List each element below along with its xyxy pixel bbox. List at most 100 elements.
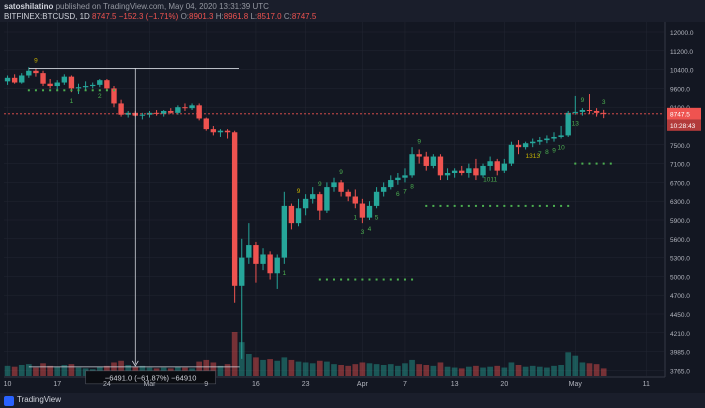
volume-bar	[451, 367, 458, 376]
td-support-dot	[354, 278, 357, 281]
candle-body	[104, 80, 110, 89]
volume-bar	[47, 365, 53, 376]
candle-body	[366, 205, 373, 218]
candle-body	[395, 177, 401, 181]
candle-body	[246, 245, 252, 258]
candle-body	[267, 254, 273, 274]
price-tag: 8747.5	[670, 111, 690, 118]
td-support-dot	[467, 204, 470, 207]
price-tag-box	[667, 107, 701, 120]
candle-body	[423, 156, 429, 166]
y-tick-label: 10400.0	[670, 68, 694, 75]
candle-body	[466, 168, 472, 173]
volume-bar	[224, 364, 231, 376]
candle-body	[196, 105, 202, 119]
candle-body	[558, 135, 564, 137]
td-support-dot	[347, 278, 350, 281]
volume-bar	[267, 359, 273, 376]
candle-body	[231, 132, 238, 286]
candle-body	[210, 129, 217, 133]
td-support-dot	[105, 89, 108, 92]
candle-body	[430, 156, 437, 166]
candle-body	[19, 75, 25, 83]
td-support-dot	[340, 278, 343, 281]
candle-body	[281, 205, 288, 258]
volume-bar	[281, 357, 288, 376]
volume-bar	[572, 355, 579, 376]
candle-body	[494, 161, 500, 171]
candle-body	[203, 118, 209, 130]
candle-body	[416, 154, 422, 157]
x-tick-label: May	[569, 381, 583, 388]
td-support-dot	[77, 89, 80, 92]
volume-bar	[238, 342, 245, 376]
volume-bar	[54, 366, 61, 376]
close-label: C:	[283, 12, 292, 21]
td-support-dot	[368, 278, 371, 281]
candle-body	[565, 112, 571, 136]
td-support-dot	[588, 162, 591, 165]
td-support-dot	[98, 89, 101, 92]
candle-body	[33, 70, 39, 74]
td-sequential-label: 3	[361, 229, 365, 236]
td-sequential-label: 9	[581, 97, 585, 104]
tradingview-logo-icon[interactable]	[4, 396, 14, 406]
volume-bar	[118, 360, 124, 376]
volume-bar	[40, 363, 46, 376]
candle-body	[139, 114, 146, 116]
publish-line: satoshilatino published on TradingView.c…	[4, 2, 269, 11]
td-support-dot	[318, 278, 321, 281]
candle-body	[338, 182, 344, 192]
td-sequential-label: 9	[297, 188, 301, 195]
brand-name[interactable]: TradingView	[17, 395, 62, 404]
y-tick-label: 6300.0	[670, 199, 690, 206]
volume-bar	[196, 361, 202, 376]
volume-bar	[18, 365, 25, 376]
volume-bar	[331, 364, 337, 376]
chart-footer: TradingView	[0, 393, 705, 408]
candle-body	[239, 257, 245, 286]
volume-bar	[253, 357, 259, 376]
td-sequential-label: 1	[283, 270, 287, 277]
td-support-dot	[382, 278, 385, 281]
x-tick-label: 24	[103, 381, 111, 388]
volume-bar	[316, 360, 323, 376]
candle-body	[522, 143, 529, 148]
candle-body	[544, 138, 550, 141]
td-support-dot	[27, 89, 30, 92]
td-sequential-label: 10	[557, 145, 565, 152]
volume-bar	[423, 365, 430, 376]
candle-body	[90, 84, 96, 87]
open-value: 8901.3	[189, 12, 214, 21]
td-support-dot	[602, 162, 605, 165]
volume-bar	[515, 365, 522, 376]
candle-body	[217, 130, 224, 133]
candle-body	[437, 156, 444, 176]
candle-body	[359, 203, 366, 218]
candle-body	[54, 82, 60, 87]
symbol-line: BITFINEX:BTCUSD, 1D 8747.5 −152.3 (−1.71…	[4, 12, 316, 21]
candle-body	[182, 107, 188, 109]
candle-body	[75, 87, 82, 89]
td-support-dot	[432, 204, 435, 207]
candle-body	[160, 110, 167, 114]
volume-bar	[359, 362, 366, 376]
td-support-dot	[545, 204, 548, 207]
volume-bar	[565, 352, 572, 376]
volume-bar	[11, 366, 18, 376]
volume-bar	[437, 362, 444, 376]
candle-body	[501, 163, 508, 171]
candle-body	[26, 70, 32, 76]
candle-body	[579, 110, 586, 112]
volume-bar	[544, 367, 550, 376]
td-sequential-label: 9	[552, 148, 556, 155]
volume-bar	[402, 363, 408, 376]
td-support-dot	[56, 89, 59, 92]
x-tick-label: 17	[53, 381, 61, 388]
volume-bar	[231, 332, 238, 376]
td-support-dot	[595, 162, 598, 165]
candle-body	[402, 175, 408, 178]
candle-body	[473, 168, 479, 176]
candle-body	[572, 111, 578, 113]
